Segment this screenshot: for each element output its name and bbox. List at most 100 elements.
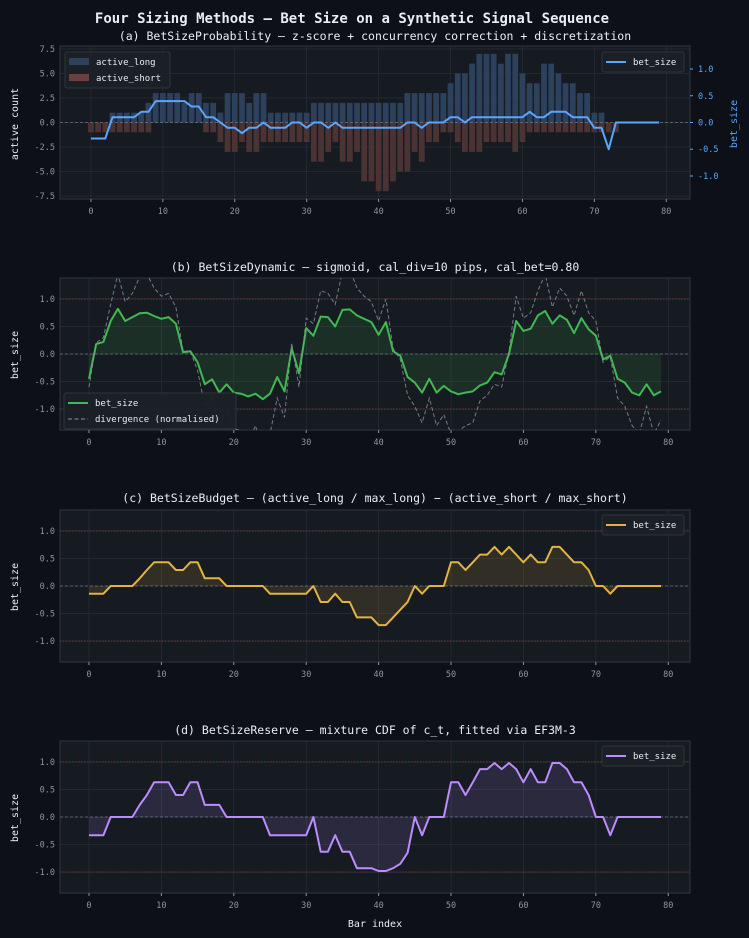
panel-c-xtick-label: 70 [591, 670, 601, 680]
panel-b-ytick-label: 1.0 [40, 295, 55, 305]
panel-a-xtick-label: 50 [445, 207, 455, 217]
panel-d-ytick-label: 1.0 [40, 758, 55, 768]
panel-d-ylabel: bet_size [10, 794, 21, 842]
panel-a-bar-active-long [548, 63, 555, 123]
panel-a-bar-active-long [282, 112, 288, 123]
panel-b-xtick-label: 70 [591, 438, 601, 448]
panel-a-bar-active-long [411, 93, 418, 123]
panel-d-area-fill [88, 763, 662, 871]
panel-a-bar-active-short [454, 122, 461, 143]
panel-a-bar-active-long [260, 93, 267, 123]
panel-b-ytick-label: 0.5 [40, 322, 55, 332]
panel-d-xtick-label: 70 [591, 901, 601, 911]
panel-a-bar-active-long [397, 102, 404, 123]
panel-a-bar-active-long [562, 83, 569, 123]
panel-a-bar-active-short [368, 122, 375, 182]
panel-a-legend-label: active_long [96, 58, 156, 68]
panel-c-xtick-label: 60 [518, 670, 528, 680]
panel-a-bar-active-long [483, 53, 490, 123]
panel-d-ytick-label: 0.0 [40, 813, 55, 823]
panel-a-bar-active-short [462, 122, 468, 152]
panel-a-bar-active-long [346, 102, 353, 123]
panel-a-bar-active-long [181, 102, 188, 123]
panel-a-bar-active-long [533, 83, 540, 123]
panel-a-bar-active-long [505, 53, 511, 123]
panel-a-bar-active-short [526, 122, 533, 133]
panel-a-bar-active-long [203, 102, 209, 123]
panel-b-xtick-label: 40 [373, 438, 383, 448]
panel-c-legend-box [601, 514, 685, 536]
panel-c-axes: 0 10 20 30 40 50 60 70 80 1.0 0.5 0.0 -0.5 -1.0 bet_si… [35, 509, 691, 680]
panel-a-legend: bet_size [601, 51, 685, 73]
panel-a-bar-active-long [469, 63, 475, 123]
panel-a-bar-active-long [512, 53, 519, 123]
panel-c-xtick-label: 20 [229, 670, 239, 680]
panel-a-xtick-label: 80 [661, 207, 671, 217]
panel-a-bar-active-long [375, 102, 382, 123]
panel-a-bar-active-short [541, 122, 547, 133]
panel-a-bar-active-short [390, 122, 396, 182]
panel-a-bar-active-short [533, 122, 540, 133]
panel-a-bar-active-short [404, 122, 411, 172]
panel-b-legend-label: bet_size [95, 399, 138, 409]
panel-a-bar-active-long [418, 93, 425, 123]
panel-a-bar-active-short [577, 122, 583, 133]
panel-a-bar-active-short [569, 122, 576, 133]
panel-a-bar-active-short [296, 122, 303, 143]
panel-a-bar-active-short [519, 122, 526, 143]
panel-a-ytick-right-label: 0.5 [698, 92, 713, 102]
panel-c-legend: bet_size [601, 514, 685, 536]
panel-a-bar-active-long [138, 112, 145, 123]
panel-a-bar-active-short [325, 122, 332, 152]
panel-a-bar-active-long [433, 93, 440, 123]
panel-c-ytick-label: -0.5 [35, 610, 55, 620]
panel-a-bar-active-long [289, 112, 296, 123]
panel-a-bar-active-long [519, 73, 526, 123]
panel-a-bar-active-long [476, 53, 483, 123]
panel-b-ylabel: bet_size [10, 331, 21, 379]
panel-a-bar-active-short [303, 122, 310, 143]
panel-a-bar-active-long [310, 102, 317, 123]
panel-a-bar-active-short [116, 122, 123, 133]
panel-a-bar-active-short [310, 122, 317, 162]
panel-a-bar-active-short [282, 122, 288, 143]
panel-a-bar-active-long [239, 93, 245, 123]
panel-d-xtick-label: 60 [518, 901, 528, 911]
panel-a-xtick-label: 40 [373, 207, 383, 217]
panel-c-area-fill [88, 546, 662, 626]
panel-a-bar-active-long [440, 93, 447, 123]
panel-d-marks [60, 762, 690, 872]
panel-d-xlabel: Bar index [348, 919, 402, 930]
panel-a-bar-active-long [526, 83, 533, 123]
panel-a-legend: active_long active_short [64, 51, 171, 89]
panel-a-legend-box [64, 51, 171, 89]
panel-a-bar-active-short [95, 122, 101, 133]
panel-a-ytick-label: -7.5 [35, 192, 55, 202]
panel-a-legend-label: active_short [96, 74, 161, 84]
panel-a-bar-active-long [555, 73, 562, 123]
panel-a-bar-active-long [598, 112, 605, 123]
panel-d-xtick-label: 30 [301, 901, 311, 911]
panel-a-bar-active-short [411, 122, 418, 152]
panel-c-xtick-label: 30 [301, 670, 311, 680]
panel-b-xtick-label: 30 [301, 438, 311, 448]
panel-d-legend-label: bet_size [633, 752, 676, 762]
panel-b-divergence-line [88, 278, 662, 430]
panel-d-ytick-label: -0.5 [35, 841, 55, 851]
panel-a-xtick-label: 30 [302, 207, 312, 217]
panel-a-bar-active-long [167, 93, 173, 123]
panel-c-marks [60, 545, 690, 627]
panel-a-bar-active-short [476, 122, 483, 152]
panel-b-xtick-label: 60 [518, 438, 528, 448]
panel-d-legend-box [601, 745, 685, 767]
panel-a-bar-active-short [613, 122, 619, 133]
panel-a-bar-active-long [339, 102, 346, 123]
panel-a-legend-swatch [69, 74, 89, 81]
panel-b-xtick-label: 50 [446, 438, 456, 448]
panel-a-ytick-right-label: -0.5 [698, 145, 718, 155]
panel-a-bar-active-long [159, 93, 166, 123]
panel-c-xtick-label: 10 [156, 670, 166, 680]
panel-a-bar-active-short [469, 122, 475, 152]
panel-a-bar-active-long [361, 102, 368, 123]
